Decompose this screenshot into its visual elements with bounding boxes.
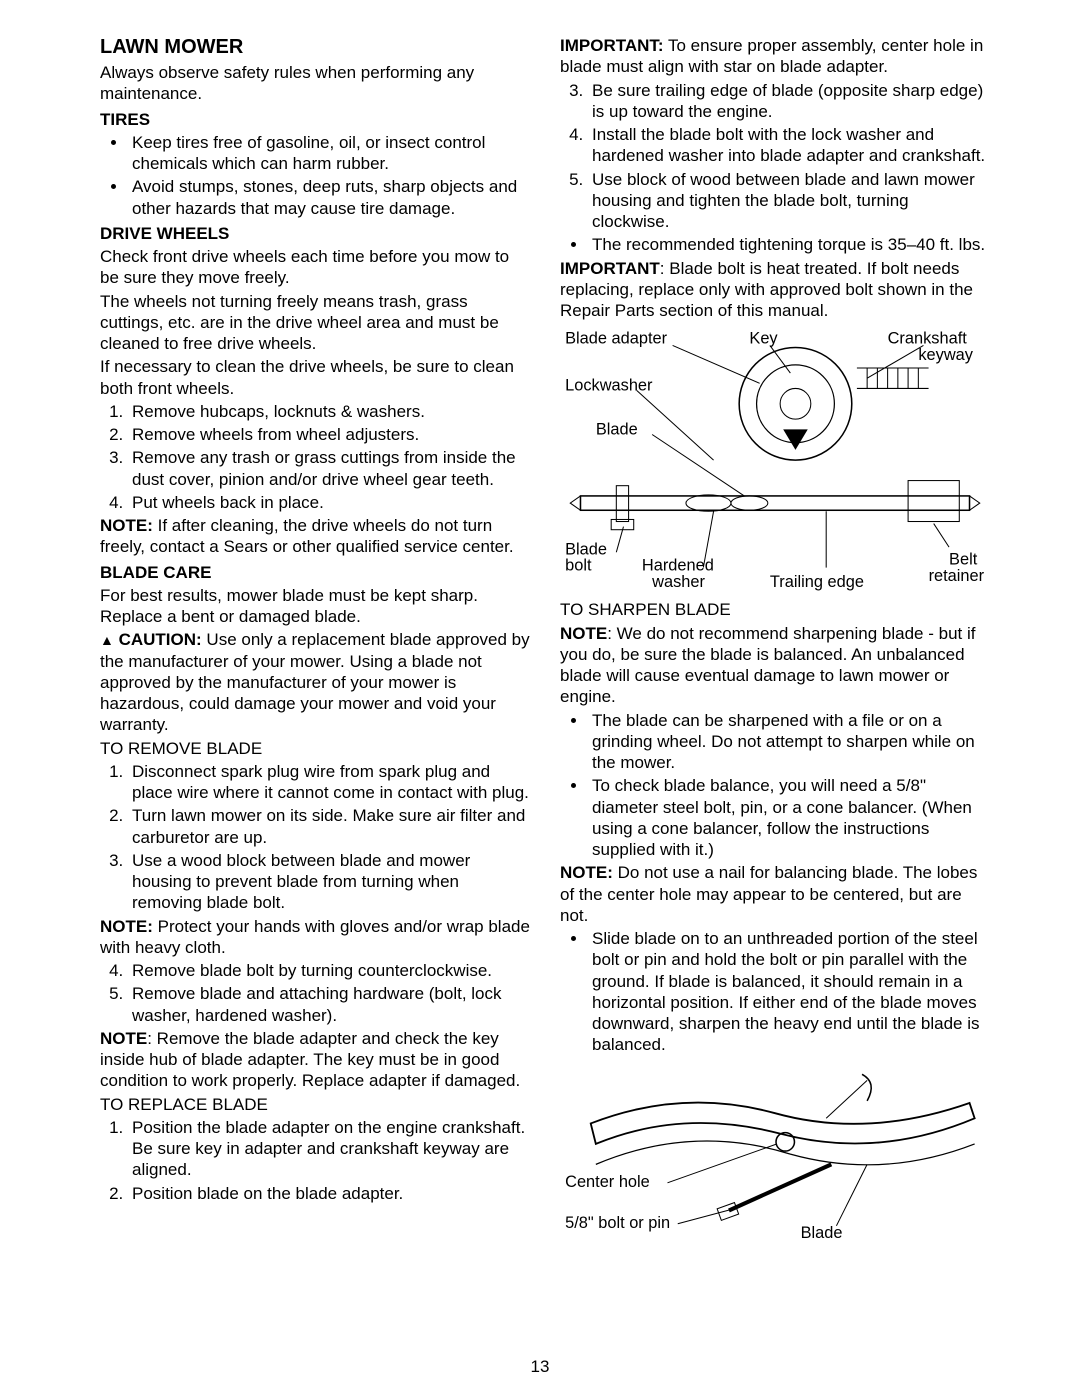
label-blade2: Blade [801,1224,843,1242]
warning-icon: ▲ [100,632,114,648]
drive-note: NOTE: If after cleaning, the drive wheel… [100,515,530,558]
replace-blade-heading: TO REPLACE BLADE [100,1094,530,1115]
list-item: Be sure trailing edge of blade (opposite… [588,80,990,123]
list-item: Turn lawn mower on its side. Make sure a… [128,805,530,848]
note-label: NOTE: [100,516,153,535]
label-belt-retainer: Beltretainer [929,551,985,585]
remove-note2: NOTE: Remove the blade adapter and check… [100,1028,530,1092]
list-item: Remove blade bolt by turning countercloc… [128,960,530,981]
replace-cont: Be sure trailing edge of blade (opposite… [560,80,990,233]
note-text: If after cleaning, the drive wheels do n… [100,516,514,556]
list-item: Use a wood block between blade and mower… [128,850,530,914]
list-item: The recommended tightening torque is 35–… [588,234,990,255]
intro-text: Always observe safety rules when perform… [100,62,530,105]
remove-blade-heading: TO REMOVE BLADE [100,738,530,759]
drive-p3: If necessary to clean the drive wheels, … [100,356,530,399]
list-item: Install the blade bolt with the lock was… [588,124,990,167]
tires-heading: TIRES [100,109,530,130]
label-trailing-edge: Trailing edge [770,573,864,591]
note-text: Do not use a nail for balancing blade. T… [560,863,977,925]
important-label: IMPORTANT: [560,36,664,55]
tires-list: Keep tires free of gasoline, oil, or ins… [100,132,530,219]
drive-steps: Remove hubcaps, locknuts & washers. Remo… [100,401,530,513]
blade-assembly-diagram: Blade adapter Key Crankshaftkeyway Lockw… [560,327,990,593]
list-item: Avoid stumps, stones, deep ruts, sharp o… [128,176,530,219]
note-text: : Remove the blade adapter and check the… [100,1029,520,1091]
label-blade: Blade [596,421,638,439]
list-item: Disconnect spark plug wire from spark pl… [128,761,530,804]
remove-steps-a: Disconnect spark plug wire from spark pl… [100,761,530,914]
sharpen-list-b: Slide blade on to an unthreaded portion … [560,928,990,1056]
replace-steps: Position the blade adapter on the engine… [100,1117,530,1204]
sharpen-heading: TO SHARPEN BLADE [560,599,990,620]
note-text: : We do not recommend sharpening blade -… [560,624,975,707]
label-center-hole: Center hole [565,1173,650,1191]
list-item: Remove blade and attaching hardware (bol… [128,983,530,1026]
list-item: Remove any trash or grass cuttings from … [128,447,530,490]
label-bolt-pin: 5/8" bolt or pin [565,1214,670,1232]
important1: IMPORTANT: To ensure proper assembly, ce… [560,35,990,78]
list-item: The blade can be sharpened with a file o… [588,710,990,774]
caution-label: CAUTION: [119,630,202,649]
two-column-layout: LAWN MOWER Always observe safety rules w… [100,35,990,1252]
list-item: Remove hubcaps, locknuts & washers. [128,401,530,422]
blade-care-heading: BLADE CARE [100,562,530,583]
label-lockwasher: Lockwasher [565,377,653,395]
right-column: IMPORTANT: To ensure proper assembly, ce… [560,35,990,1252]
list-item: To check blade balance, you will need a … [588,775,990,860]
blade-balance-diagram: Center hole 5/8" bolt or pin Blade [560,1062,990,1246]
important2: IMPORTANT: Blade bolt is heat treated. I… [560,258,990,322]
page-number: 13 [531,1356,550,1377]
label-blade-adapter: Blade adapter [565,330,668,348]
note-text: Protect your hands with gloves and/or wr… [100,917,530,957]
remove-note1: NOTE: Protect your hands with gloves and… [100,916,530,959]
remove-steps-b: Remove blade bolt by turning countercloc… [100,960,530,1026]
left-column: LAWN MOWER Always observe safety rules w… [100,35,530,1252]
lawn-mower-title: LAWN MOWER [100,35,530,60]
list-item: Put wheels back in place. [128,492,530,513]
sharpen-note2: NOTE: Do not use a nail for balancing bl… [560,862,990,926]
note-label: NOTE: [100,917,153,936]
drive-p2: The wheels not turning freely means tras… [100,291,530,355]
sharpen-list-a: The blade can be sharpened with a file o… [560,710,990,861]
sharpen-note1: NOTE: We do not recommend sharpening bla… [560,623,990,708]
label-key: Key [749,330,778,348]
blade-p1: For best results, mower blade must be ke… [100,585,530,628]
label-hardened-washer: Hardenedwasher [642,557,714,591]
caution-para: ▲ CAUTION: Use only a replacement blade … [100,629,530,735]
list-item: Remove wheels from wheel adjusters. [128,424,530,445]
torque-list: The recommended tightening torque is 35–… [560,234,990,255]
list-item: Use block of wood between blade and lawn… [588,169,990,233]
note-label: NOTE: [560,863,613,882]
list-item: Keep tires free of gasoline, oil, or ins… [128,132,530,175]
drive-wheels-heading: DRIVE WHEELS [100,223,530,244]
drive-p1: Check front drive wheels each time befor… [100,246,530,289]
label-blade-bolt: Bladebolt [565,541,607,575]
list-item: Slide blade on to an unthreaded portion … [588,928,990,1056]
note-label: NOTE [100,1029,147,1048]
important-label: IMPORTANT [560,259,660,278]
note-label: NOTE [560,624,607,643]
list-item: Position blade on the blade adapter. [128,1183,530,1204]
list-item: Position the blade adapter on the engine… [128,1117,530,1181]
